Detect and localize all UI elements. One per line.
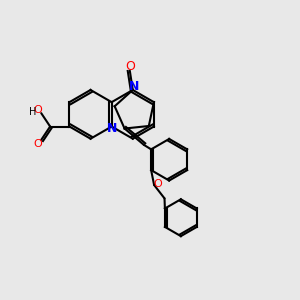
Text: O: O xyxy=(125,60,135,73)
Text: O: O xyxy=(34,140,43,149)
Text: N: N xyxy=(129,80,140,94)
Text: O: O xyxy=(34,105,43,115)
Text: O: O xyxy=(153,179,162,189)
Text: N: N xyxy=(106,122,117,134)
Text: H: H xyxy=(29,107,37,117)
